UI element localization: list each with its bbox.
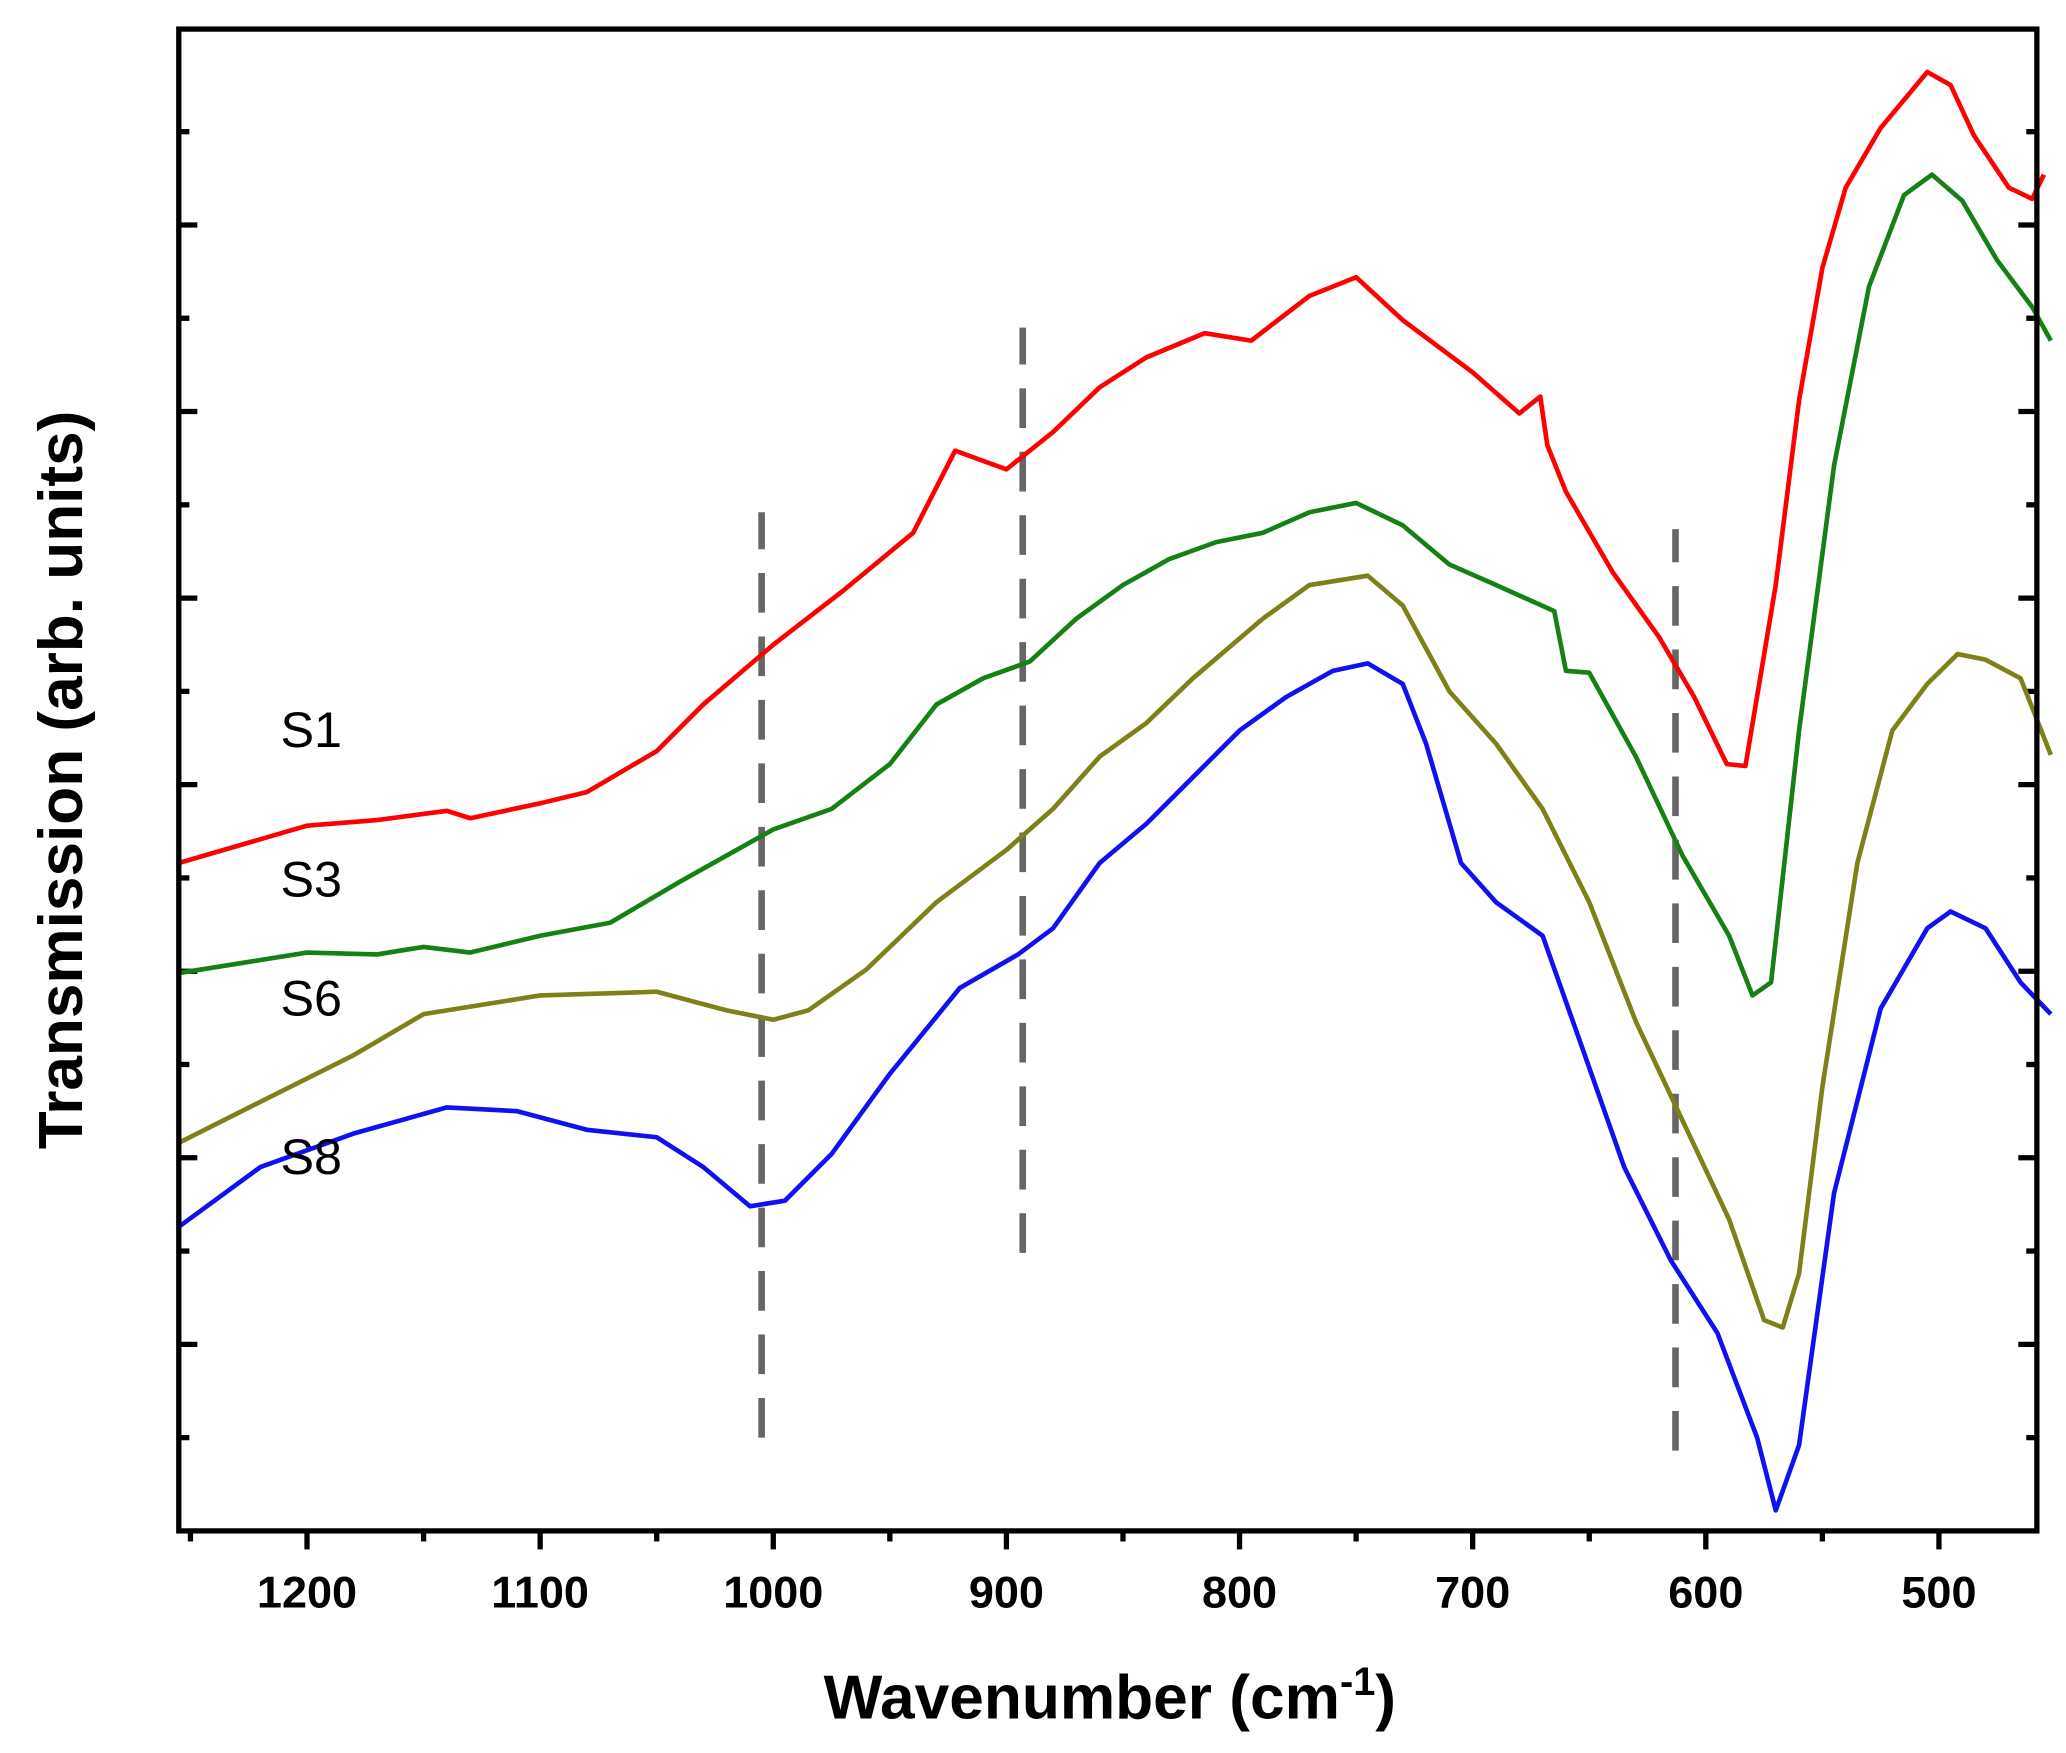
x-tick-label: 700	[1435, 1567, 1510, 1618]
plot-frame	[176, 26, 2040, 1534]
y-axis-label: Transmission (arb. units)	[27, 411, 96, 1150]
x-tick-label: 1000	[723, 1567, 823, 1618]
series-label: S3	[280, 850, 342, 907]
x-label-end: )	[1375, 1664, 1396, 1733]
series-label: S1	[280, 701, 342, 758]
x-tick-label: 600	[1668, 1567, 1743, 1618]
series-label: S8	[280, 1128, 342, 1185]
x-tick-label: 500	[1901, 1567, 1976, 1618]
x-label-sup: -1	[1340, 1660, 1375, 1704]
x-tick-label: 1100	[491, 1567, 589, 1618]
series-line	[177, 573, 2054, 1330]
x-tick-label: 1200	[257, 1567, 357, 1618]
x-label-text: Wavenumber (cm	[824, 1664, 1340, 1733]
series-line	[178, 69, 2046, 866]
x-tick-label: 900	[969, 1567, 1044, 1618]
series-line	[177, 661, 2053, 1513]
x-tick-label: 800	[1202, 1567, 1277, 1618]
series-line	[178, 172, 2053, 998]
series-label: S6	[280, 969, 342, 1026]
x-axis-label: Wavenumber (cm-1)	[824, 1660, 1396, 1733]
